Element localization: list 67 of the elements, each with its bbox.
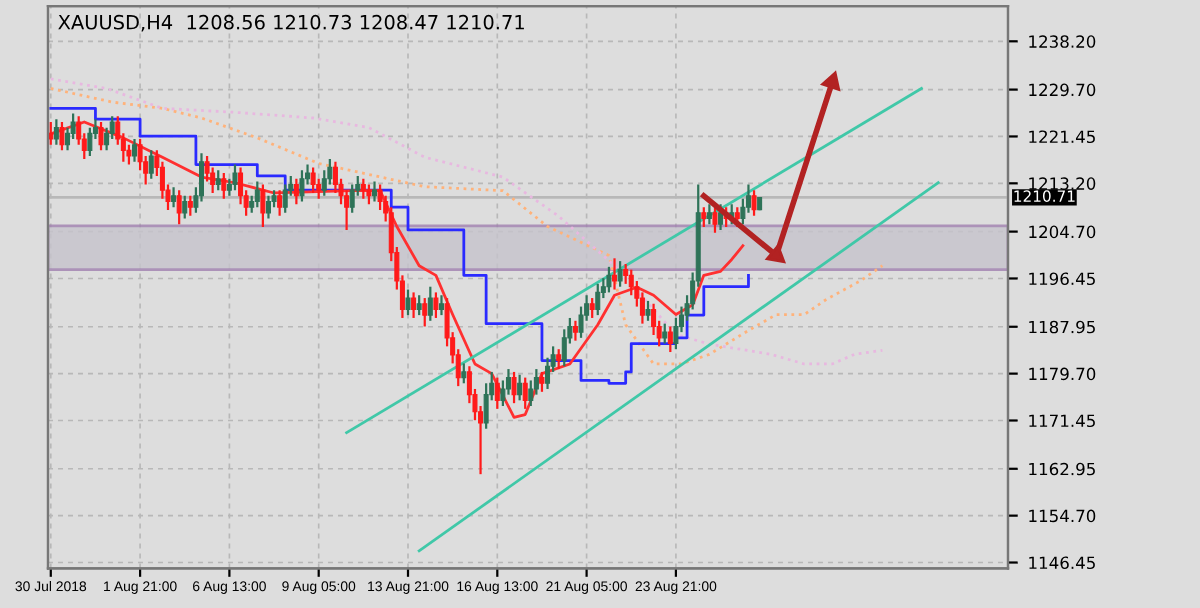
candlestick xyxy=(254,180,260,209)
y-tick-label: 1171.45 xyxy=(1029,414,1095,428)
candlestick xyxy=(182,194,188,220)
candlestick xyxy=(589,296,595,320)
candlestick xyxy=(416,294,422,317)
candlestick xyxy=(59,120,65,152)
candlestick xyxy=(232,163,238,192)
candlestick xyxy=(215,169,221,192)
candlestick xyxy=(132,137,138,163)
candlestick xyxy=(667,325,673,354)
candlestick xyxy=(517,373,523,402)
candlestick xyxy=(612,257,618,291)
candlestick xyxy=(433,291,439,320)
candlestick xyxy=(662,322,668,345)
candlestick xyxy=(606,265,612,294)
candlestick xyxy=(734,206,740,229)
candlestick xyxy=(148,149,154,180)
candlestick xyxy=(282,183,288,214)
candlestick xyxy=(221,171,227,200)
candlestick xyxy=(265,194,271,220)
y-tick-label: 1221.45 xyxy=(1029,130,1095,144)
candlestick xyxy=(422,296,428,328)
candlestick xyxy=(176,189,182,226)
y-tick-label: 1204.70 xyxy=(1029,225,1096,239)
y-tick-label: 1179.70 xyxy=(1029,367,1096,381)
candlestick xyxy=(310,166,316,195)
candlestick xyxy=(411,291,417,320)
candlestick xyxy=(539,370,545,393)
candlestick xyxy=(617,260,623,288)
candlestick xyxy=(645,299,651,322)
y-tick-label: 1187.95 xyxy=(1029,320,1095,334)
candlestick xyxy=(595,282,601,317)
candlestick xyxy=(187,194,193,217)
chart-title: XAUUSD,H4 1208.56 1210.73 1208.47 1210.71 xyxy=(58,14,524,32)
candlestick xyxy=(171,186,177,209)
candlestick xyxy=(277,189,283,217)
candlestick xyxy=(360,177,366,200)
candlestick xyxy=(405,288,411,317)
candlestick xyxy=(511,370,517,405)
y-tick-label: 1162.95 xyxy=(1029,462,1095,476)
candlestick xyxy=(556,348,562,371)
candlestick xyxy=(427,285,433,322)
y-tick-label: 1213.20 xyxy=(1029,177,1096,190)
line-series xyxy=(49,120,745,419)
y-tick-label: 1154.70 xyxy=(1029,509,1096,523)
candlestick xyxy=(461,362,467,385)
candlestick xyxy=(349,183,355,214)
y-tick-label: 1238.20 xyxy=(1029,35,1096,48)
candlestick xyxy=(706,203,712,226)
candlestick xyxy=(366,183,372,206)
candlestick xyxy=(53,118,59,146)
candlestick xyxy=(494,376,500,410)
candlestick xyxy=(712,206,718,234)
candlestick xyxy=(372,180,378,203)
candlestick xyxy=(87,126,93,158)
candlestick xyxy=(572,319,578,342)
candlestick xyxy=(751,189,757,217)
candlestick xyxy=(299,169,305,203)
y-tick-label: 1146.45 xyxy=(1029,556,1095,570)
candlestick xyxy=(522,376,528,410)
candlestick xyxy=(293,177,299,206)
candlestick xyxy=(438,294,444,317)
candlestick xyxy=(701,206,707,229)
candlestick xyxy=(260,183,266,229)
candlestick xyxy=(98,120,104,152)
y-tick-label: 1229.70 xyxy=(1029,83,1096,97)
y-tick-label: 1196.45 xyxy=(1029,272,1095,286)
